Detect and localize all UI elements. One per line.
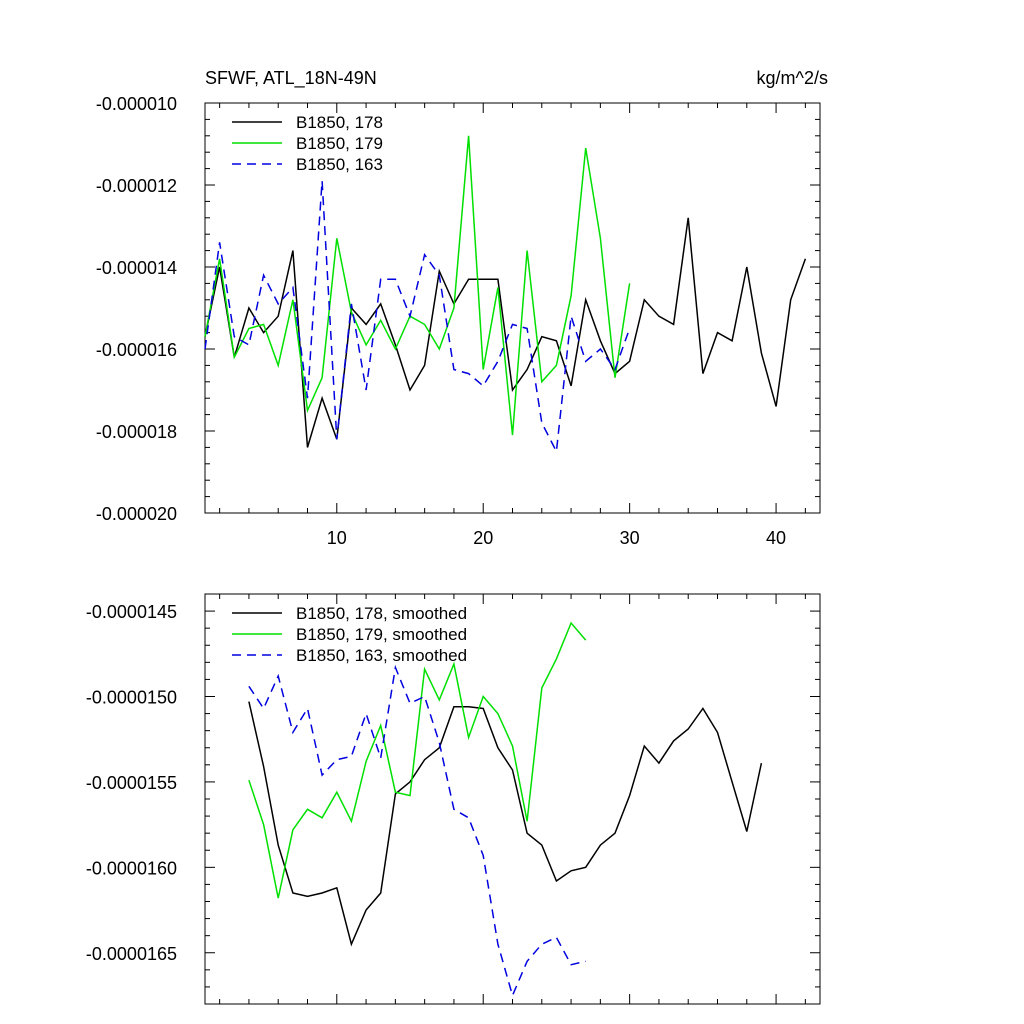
series-line-b1850-179: [204, 135, 631, 436]
legend-label-179-smoothed: B1850, 179, smoothed: [296, 625, 467, 644]
bottom-legend: B1850, 178, smoothed B1850, 179, smoothe…: [232, 604, 467, 665]
series-line-b1850-178: [204, 217, 807, 448]
y-tick-label: -0.000012: [96, 176, 177, 196]
y-tick-label: -0.0000145: [86, 602, 177, 622]
y-tick-label: -0.0000150: [86, 688, 177, 708]
top-plot: 10 20 30 40 -0.000010 -0.000012 -0.000014 -0.00…: [96, 94, 821, 548]
y-tick-label: -0.000020: [96, 504, 177, 524]
legend-label-179: B1850, 179: [296, 134, 383, 153]
chart-title: SFWF, ATL_18N-49N: [205, 68, 377, 89]
legend-label-163: B1850, 163: [296, 155, 383, 174]
y-tick-label: -0.000016: [96, 340, 177, 360]
y-tick-label: -0.0000160: [86, 858, 177, 878]
y-tick-label: -0.000018: [96, 422, 177, 442]
y-tick-label: -0.000014: [96, 258, 177, 278]
units-label: kg/m^2/s: [757, 68, 828, 88]
legend-label-178: B1850, 178: [296, 113, 383, 132]
y-tick-label: -0.0000165: [86, 944, 177, 964]
series-line-b1850-179-smoothed: [248, 621, 587, 899]
bottom-plot: -0.0000145 -0.0000150 -0.0000155 -0.0000160…: [86, 593, 821, 1005]
x-tick-label: 10: [327, 528, 347, 548]
top-legend: B1850, 178 B1850, 179 B1850, 163: [232, 113, 383, 174]
y-tick-label: -0.0000155: [86, 773, 177, 793]
legend-label-163-smoothed: B1850, 163, smoothed: [296, 646, 467, 665]
series-line-b1850-178-smoothed: [248, 701, 763, 947]
series-line-b1850-163-smoothed: [248, 664, 586, 998]
series-line-b1850-163: [204, 180, 631, 455]
x-tick-label: 40: [766, 528, 786, 548]
x-tick-label: 30: [620, 528, 640, 548]
y-tick-label: -0.000010: [96, 94, 177, 114]
legend-label-178-smoothed: B1850, 178, smoothed: [296, 604, 467, 623]
x-tick-label: 20: [473, 528, 493, 548]
